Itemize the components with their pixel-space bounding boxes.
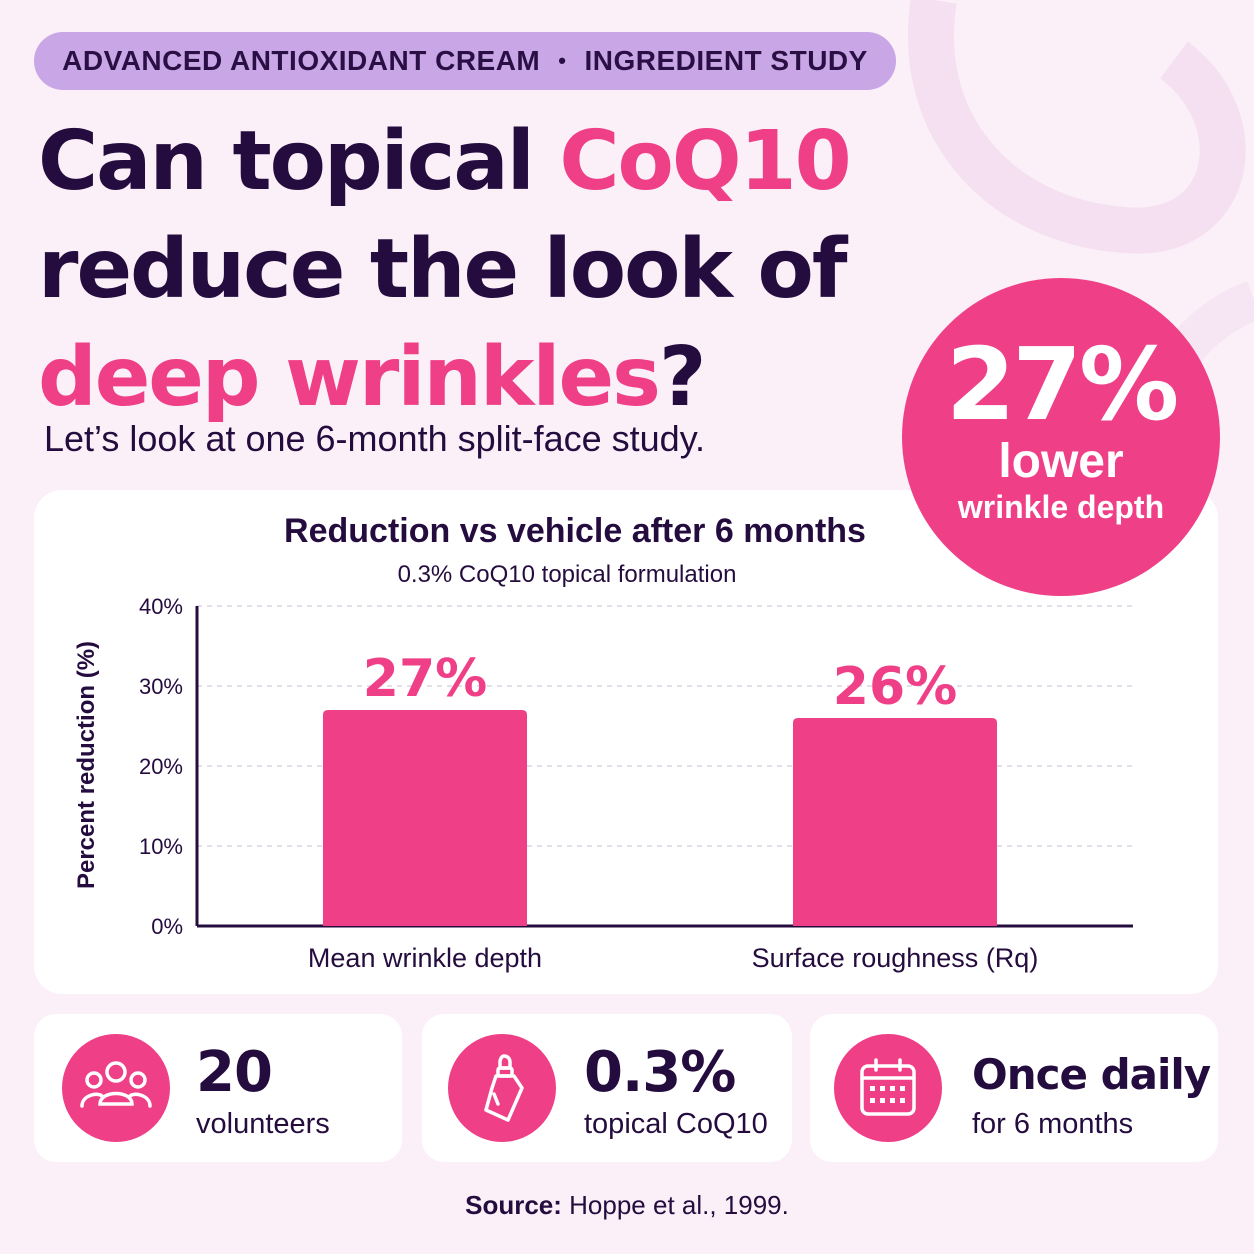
- chart-subtitle: 0.3% CoQ10 topical formulation: [398, 561, 737, 588]
- category-tag: ADVANCED ANTIOXIDANT CREAM • INGREDIENT …: [34, 32, 896, 90]
- stat-label-volunteers: volunteers: [196, 1108, 330, 1140]
- bar: [323, 710, 527, 926]
- stat-label-frequency: for 6 months: [972, 1108, 1134, 1140]
- bar-chart: Reduction vs vehicle after 6 months 0.3%…: [73, 512, 1133, 973]
- y-axis-label: Percent reduction (%): [73, 641, 100, 889]
- y-tick-label: 10%: [139, 834, 183, 859]
- stat-label-concentration: topical CoQ10: [584, 1108, 768, 1140]
- source-citation: Source: Hoppe et al., 1999.: [0, 1190, 1254, 1221]
- bar: [793, 718, 997, 926]
- dropper-bottle-icon: [448, 1034, 556, 1142]
- badge-line1: lower: [998, 435, 1124, 488]
- stat-value-frequency: Once daily: [972, 1050, 1211, 1099]
- headline: Can topical CoQ10 reduce the look of dee…: [38, 108, 908, 432]
- stat-card-concentration: 0.3% topical CoQ10: [422, 1014, 792, 1162]
- headline-question-mark: ?: [658, 330, 707, 425]
- headline-highlight-coq10: CoQ10: [559, 114, 851, 209]
- y-tick-label: 0%: [151, 914, 183, 939]
- tag-separator: •: [558, 48, 567, 73]
- highlight-badge: 27% lower wrinkle depth: [902, 278, 1220, 596]
- y-tick-label: 40%: [139, 594, 183, 619]
- x-category-label: Surface roughness (Rq): [752, 943, 1039, 973]
- source-text: Hoppe et al., 1999.: [561, 1190, 789, 1220]
- headline-highlight-deep-wrinkles: deep wrinkles: [38, 330, 661, 425]
- tag-left-text: ADVANCED ANTIOXIDANT CREAM: [62, 45, 541, 76]
- stat-value-volunteers: 20: [196, 1040, 273, 1105]
- headline-line1-text: Can topical: [38, 114, 560, 209]
- bar-data-label: 27%: [363, 649, 487, 709]
- people-icon: [62, 1034, 170, 1142]
- chart-title: Reduction vs vehicle after 6 months: [284, 512, 866, 550]
- calendar-icon: [834, 1034, 942, 1142]
- y-tick-label: 30%: [139, 674, 183, 699]
- badge-line2: wrinkle depth: [957, 489, 1165, 525]
- badge-value: 27%: [945, 326, 1179, 443]
- x-category-label: Mean wrinkle depth: [308, 943, 542, 973]
- headline-line2-text: reduce the look of: [38, 222, 848, 317]
- stat-card-volunteers: 20 volunteers: [34, 1014, 402, 1162]
- y-tick-label: 20%: [139, 754, 183, 779]
- bar-data-label: 26%: [833, 657, 957, 717]
- source-label: Source:: [465, 1190, 562, 1220]
- stat-value-concentration: 0.3%: [584, 1040, 736, 1105]
- subheadline: Let’s look at one 6-month split-face stu…: [44, 418, 706, 459]
- tag-right-text: INGREDIENT STUDY: [584, 45, 868, 76]
- stat-card-frequency: Once daily for 6 months: [810, 1014, 1218, 1162]
